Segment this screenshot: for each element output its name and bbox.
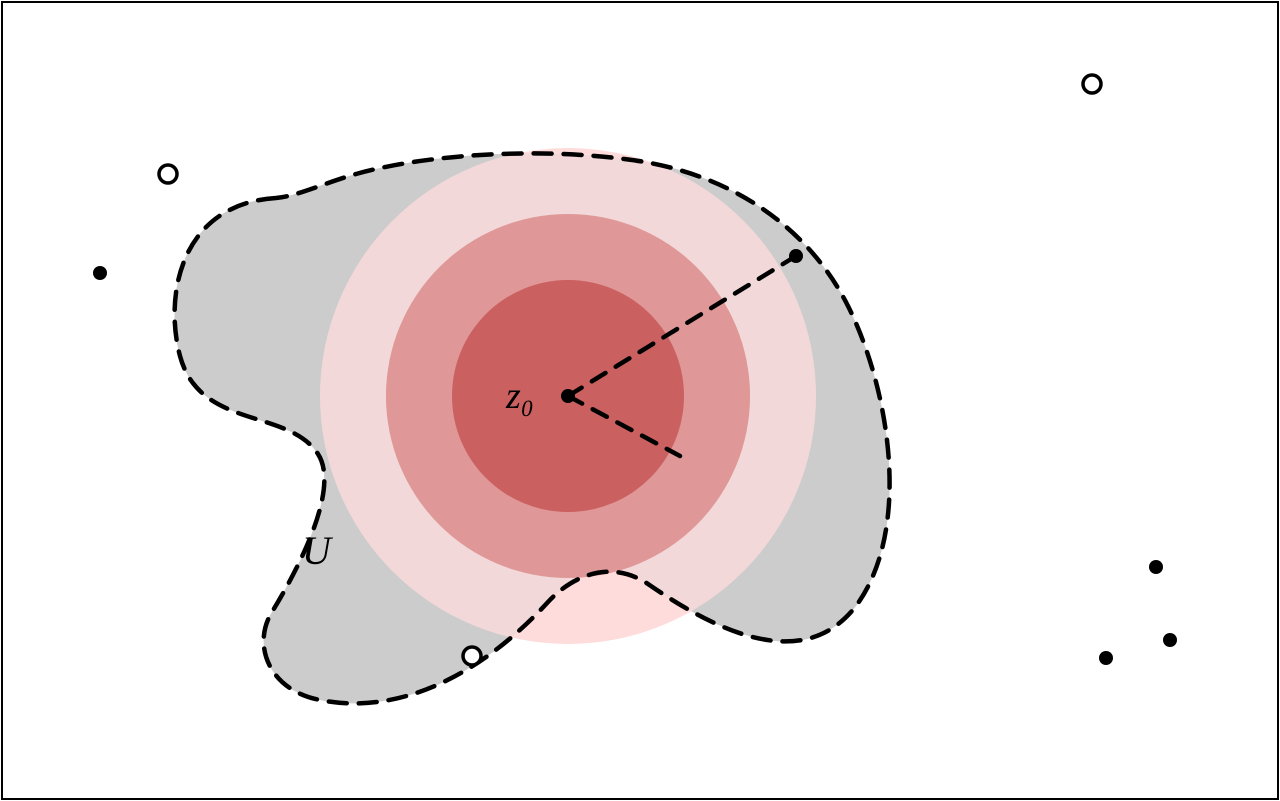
label-z0: z₀: [505, 375, 534, 417]
filled-point: [1099, 651, 1113, 665]
filled-point: [1163, 633, 1177, 647]
label-u: U: [302, 528, 334, 573]
open-point: [1083, 75, 1101, 93]
center-point-z0: [561, 389, 575, 403]
open-point: [159, 165, 177, 183]
filled-point: [93, 266, 107, 280]
diagram-canvas: z₀ U: [0, 0, 1280, 801]
filled-point: [1149, 560, 1163, 574]
diagram-svg: z₀ U: [0, 0, 1280, 801]
radius-endpoint: [789, 249, 803, 263]
open-point: [463, 647, 481, 665]
